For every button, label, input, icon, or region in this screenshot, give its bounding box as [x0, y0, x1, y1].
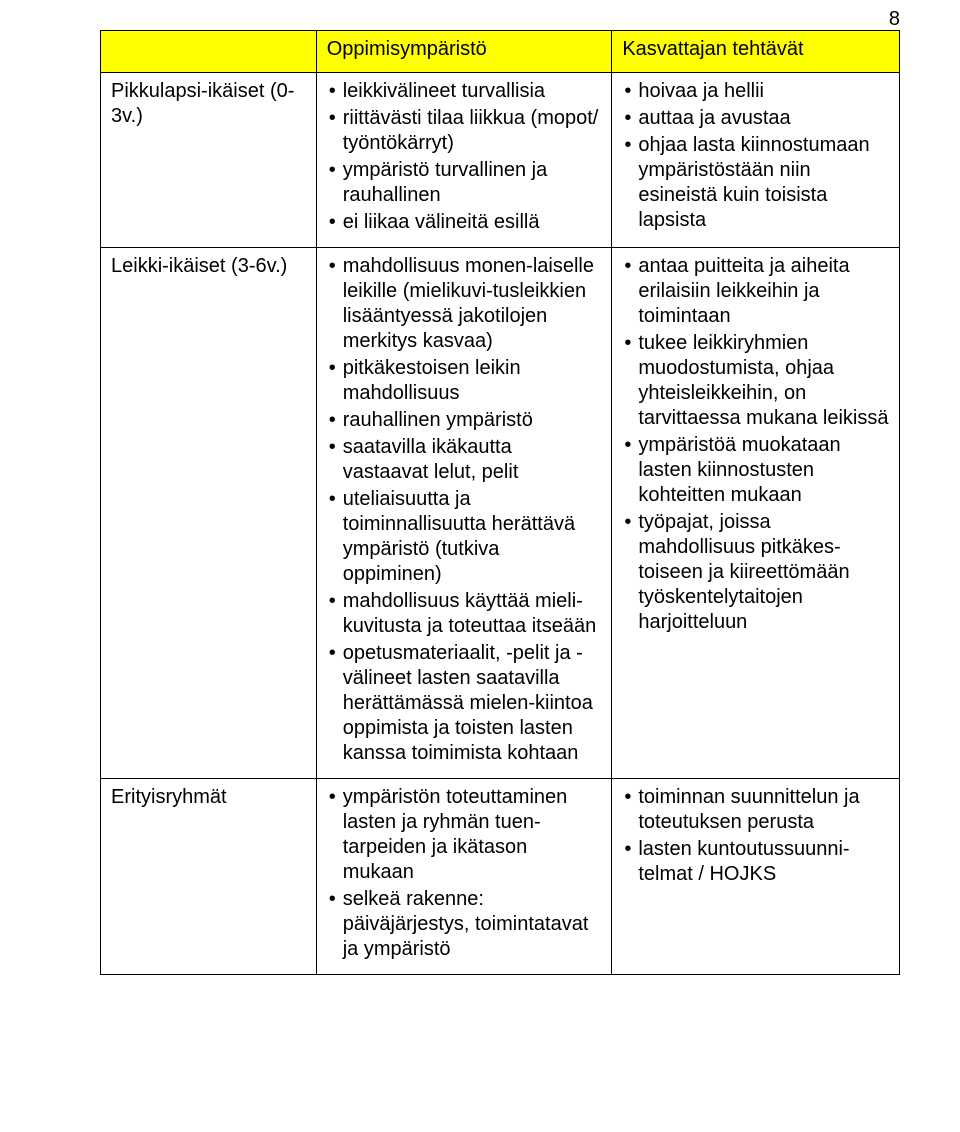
cell-oppimisymparisto: leikkivälineet turvallisia riittävästi t… — [316, 73, 612, 248]
bullet-list: leikkivälineet turvallisia riittävästi t… — [327, 79, 602, 235]
list-item: ympäristön toteuttaminen lasten ja ryhmä… — [343, 785, 602, 885]
list-item: opetusmateriaalit, -pelit ja -välineet l… — [343, 641, 602, 766]
list-item: ei liikaa välineitä esillä — [343, 210, 602, 235]
cell-kasvattajan: antaa puitteita ja aiheita erilaisiin le… — [612, 248, 900, 779]
list-item: mahdollisuus käyttää mieli-kuvitusta ja … — [343, 589, 602, 639]
cell-oppimisymparisto: mahdollisuus monen-laiselle leikille (mi… — [316, 248, 612, 779]
col-header-kasvattajan: Kasvattajan tehtävät — [612, 31, 900, 73]
list-item: ohjaa lasta kiinnostumaan ympäristöstään… — [638, 133, 889, 233]
list-item: mahdollisuus monen-laiselle leikille (mi… — [343, 254, 602, 354]
bullet-list: antaa puitteita ja aiheita erilaisiin le… — [622, 254, 889, 635]
list-item: tukee leikkiryhmien muodostumista, ohjaa… — [638, 331, 889, 431]
list-item: pitkäkestoisen leikin mahdollisuus — [343, 356, 602, 406]
list-item: selkeä rakenne: päiväjärjestys, toiminta… — [343, 887, 602, 962]
bullet-list: toiminnan suunnittelun ja toteutuksen pe… — [622, 785, 889, 887]
list-item: rauhallinen ympäristö — [343, 408, 602, 433]
page: 8 Oppimisympäristö Kasvattajan tehtävät … — [0, 0, 960, 1015]
list-item: lasten kuntoutussuunni-telmat / HOJKS — [638, 837, 889, 887]
row-label-erityisryhmat: Erityisryhmät — [101, 779, 317, 975]
list-item: riittävästi tilaa liikkua (mopot/ työntö… — [343, 106, 602, 156]
table-row: Erityisryhmät ympäristön toteuttaminen l… — [101, 779, 900, 975]
cell-oppimisymparisto: ympäristön toteuttaminen lasten ja ryhmä… — [316, 779, 612, 975]
page-number: 8 — [889, 8, 900, 31]
bullet-list: hoivaa ja hellii auttaa ja avustaa ohjaa… — [622, 79, 889, 233]
list-item: toiminnan suunnittelun ja toteutuksen pe… — [638, 785, 889, 835]
table-body: Oppimisympäristö Kasvattajan tehtävät Pi… — [101, 31, 900, 975]
list-item: saatavilla ikäkautta vastaavat lelut, pe… — [343, 435, 602, 485]
content-table: Oppimisympäristö Kasvattajan tehtävät Pi… — [100, 30, 900, 975]
list-item: uteliaisuutta ja toiminnallisuutta herät… — [343, 487, 602, 587]
bullet-list: mahdollisuus monen-laiselle leikille (mi… — [327, 254, 602, 766]
list-item: työpajat, joissa mahdollisuus pitkäkes-t… — [638, 510, 889, 635]
list-item: hoivaa ja hellii — [638, 79, 889, 104]
list-item: ympäristöä muokataan lasten kiinnostuste… — [638, 433, 889, 508]
cell-kasvattajan: hoivaa ja hellii auttaa ja avustaa ohjaa… — [612, 73, 900, 248]
list-item: ympäristö turvallinen ja rauhallinen — [343, 158, 602, 208]
cell-kasvattajan: toiminnan suunnittelun ja toteutuksen pe… — [612, 779, 900, 975]
bullet-list: ympäristön toteuttaminen lasten ja ryhmä… — [327, 785, 602, 962]
table-row: Leikki-ikäiset (3-6v.) mahdollisuus mone… — [101, 248, 900, 779]
table-row: Pikkulapsi-ikäiset (0-3v.) leikkivälinee… — [101, 73, 900, 248]
col-header-oppimisymparisto: Oppimisympäristö — [316, 31, 612, 73]
list-item: leikkivälineet turvallisia — [343, 79, 602, 104]
col-header-blank — [101, 31, 317, 73]
row-label-leikki: Leikki-ikäiset (3-6v.) — [101, 248, 317, 779]
list-item: auttaa ja avustaa — [638, 106, 889, 131]
row-label-pikkulapsi: Pikkulapsi-ikäiset (0-3v.) — [101, 73, 317, 248]
table-header-row: Oppimisympäristö Kasvattajan tehtävät — [101, 31, 900, 73]
list-item: antaa puitteita ja aiheita erilaisiin le… — [638, 254, 889, 329]
